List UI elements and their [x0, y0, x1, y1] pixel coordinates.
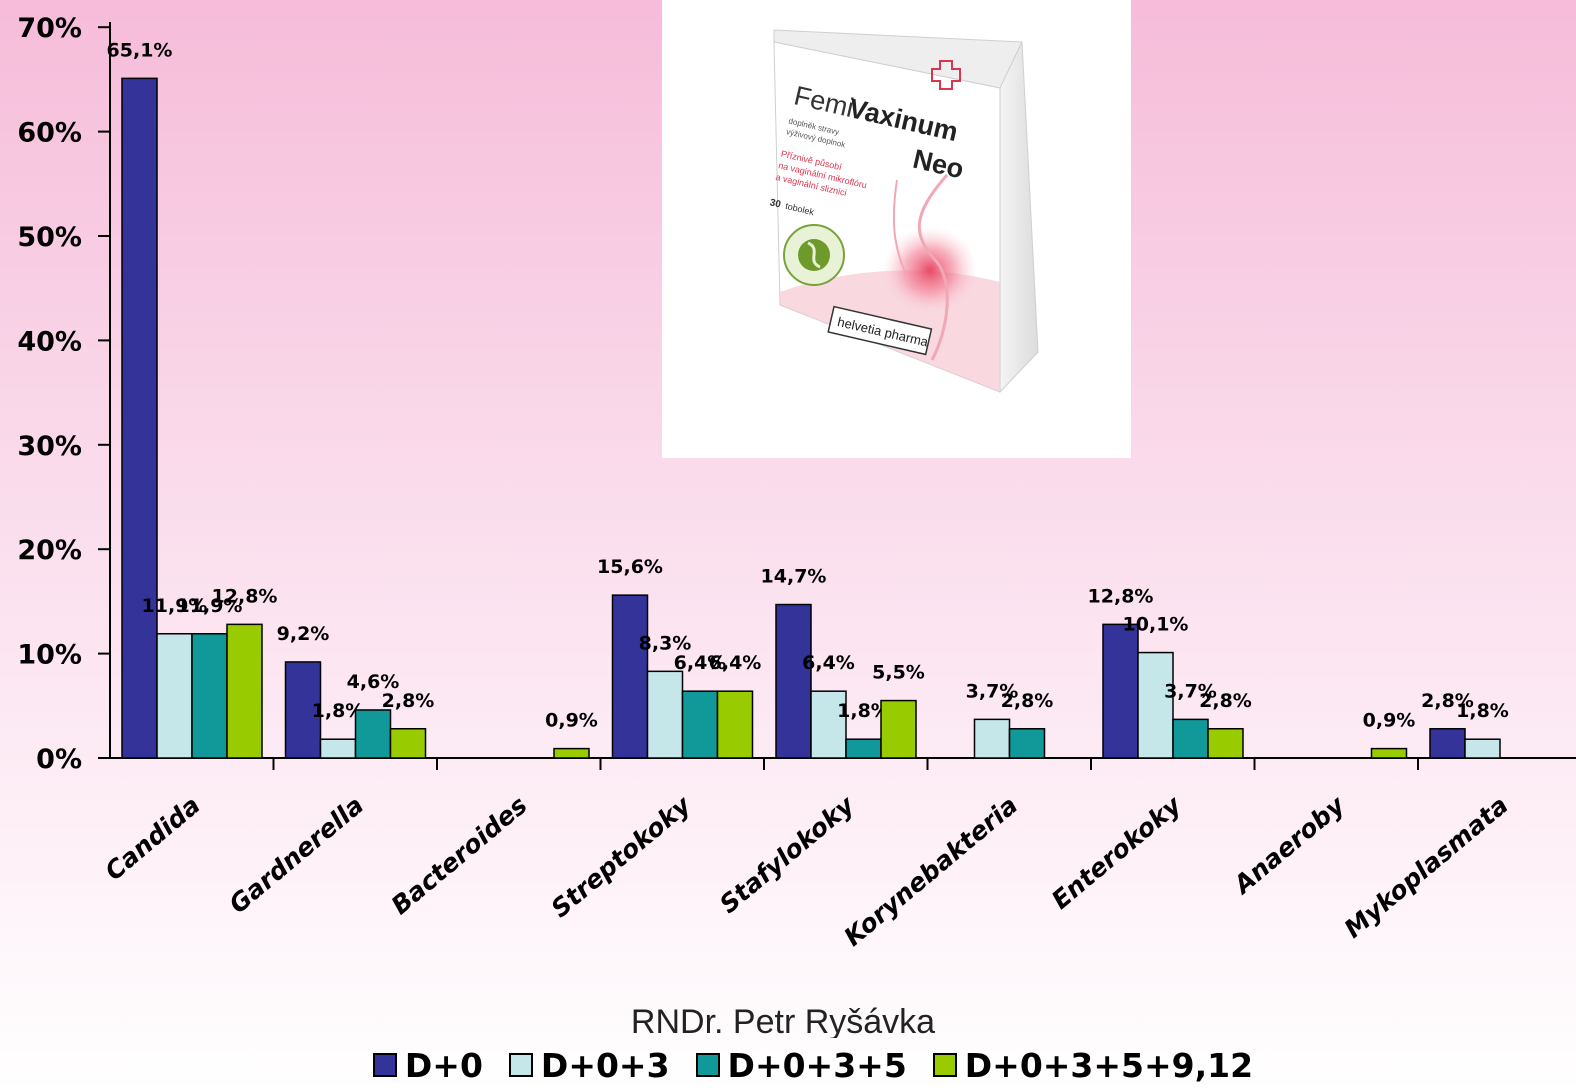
- data-label: 2,8%: [1199, 690, 1252, 712]
- bar: [1172, 718, 1209, 759]
- bar: [845, 738, 882, 759]
- y-tick-label: 30%: [17, 431, 82, 462]
- y-tick-label: 40%: [17, 326, 82, 357]
- bar: [681, 690, 719, 759]
- data-label: 6,4%: [674, 652, 727, 674]
- x-category-label: Stafylokoky: [714, 789, 861, 919]
- product-image: Femi Vaxinum Neo doplněk stravy výživový…: [662, 0, 1131, 458]
- data-label: 3,7%: [966, 680, 1019, 702]
- legend-item-d0: D+0: [372, 1045, 483, 1085]
- chart-legend: D+0 D+0+3 D+0+3+5 D+0+3+5+9,12: [0, 1040, 1576, 1090]
- bar: [1102, 623, 1139, 759]
- legend-label: D+0+3+5: [727, 1045, 907, 1085]
- data-label: 65,1%: [107, 39, 173, 61]
- bar: [191, 633, 228, 759]
- bar: [226, 623, 263, 759]
- data-label: 1,8%: [837, 700, 890, 722]
- legend-label: D+0: [404, 1045, 483, 1085]
- bar: [1464, 738, 1501, 759]
- data-label: 0,9%: [545, 710, 598, 732]
- bar: [1370, 747, 1408, 759]
- x-category-label: Anaeroby: [1227, 789, 1352, 900]
- bar: [810, 690, 847, 759]
- body-outline: [917, 174, 949, 361]
- data-label: 12,8%: [212, 585, 278, 607]
- x-category-label: Bacteroides: [386, 790, 533, 920]
- y-tick-label: 20%: [17, 535, 82, 566]
- bar: [716, 690, 754, 759]
- bar: [1207, 728, 1244, 759]
- y-tick-label: 60%: [17, 118, 82, 149]
- data-label: 11,9%: [177, 595, 243, 617]
- cross-logo-icon: [931, 60, 961, 90]
- bar: [611, 594, 649, 759]
- x-category-label: Gardnerella: [224, 790, 370, 919]
- x-category-label: Mykoplasmata: [1339, 790, 1514, 943]
- bar: [973, 718, 1011, 759]
- bar: [121, 77, 158, 759]
- y-tick-label: 70%: [17, 13, 82, 44]
- data-label: 14,7%: [761, 566, 827, 588]
- bar: [1429, 728, 1466, 759]
- bar: [1137, 651, 1174, 759]
- data-label: 1,8%: [312, 700, 365, 722]
- data-label: 1,8%: [1456, 700, 1509, 722]
- bar: [284, 661, 322, 759]
- y-tick-label: 10%: [17, 640, 82, 671]
- legend-swatch: [932, 1053, 957, 1077]
- legend-swatch: [508, 1053, 533, 1077]
- data-label: 6,4%: [802, 652, 855, 674]
- data-label: 6,4%: [709, 652, 762, 674]
- legend-item-d035: D+0+3+5: [695, 1045, 907, 1085]
- manufacturer-badge: [827, 305, 933, 356]
- x-category-label: Streptokoky: [546, 789, 698, 923]
- body-outline-2: [892, 179, 915, 291]
- y-tick-label: 0%: [36, 744, 82, 775]
- x-category-label: Enterokoky: [1046, 789, 1188, 915]
- bar: [156, 633, 193, 759]
- y-tick-label: 50%: [17, 222, 82, 253]
- legend-label: D+0+3+5+9,12: [964, 1045, 1254, 1085]
- data-label: 10,1%: [1123, 614, 1189, 636]
- data-label: 15,6%: [597, 556, 663, 578]
- data-label: 0,9%: [1363, 710, 1416, 732]
- x-category-label: Candida: [99, 790, 205, 886]
- author-credit: RNDr. Petr Ryšávka: [630, 1003, 936, 1038]
- product-box-illustration: Femi Vaxinum Neo doplněk stravy výživový…: [769, 29, 1039, 394]
- biotech-seal-icon: [783, 224, 845, 286]
- legend-swatch: [695, 1053, 720, 1077]
- data-label: 2,8%: [382, 690, 435, 712]
- box-glow: [882, 226, 978, 314]
- bar: [775, 603, 812, 759]
- legend-item-d03: D+0+3: [508, 1045, 670, 1085]
- capsule-count-number: 30: [769, 197, 783, 210]
- data-label: 8,3%: [639, 632, 692, 654]
- data-label: 3,7%: [1164, 680, 1217, 702]
- data-label: 9,2%: [277, 623, 330, 645]
- legend-item-d035912: D+0+3+5+9,12: [932, 1045, 1254, 1085]
- data-label: 11,9%: [142, 595, 208, 617]
- data-label: 2,8%: [1421, 690, 1474, 712]
- bar: [646, 670, 684, 759]
- bar: [880, 699, 917, 759]
- data-label: 4,6%: [347, 671, 400, 693]
- bar: [1008, 728, 1046, 759]
- data-label: 12,8%: [1088, 585, 1154, 607]
- bar: [319, 738, 357, 759]
- legend-swatch: [372, 1053, 397, 1077]
- legend-label: D+0+3: [540, 1045, 670, 1085]
- data-label: 2,8%: [1001, 690, 1054, 712]
- bar: [389, 728, 427, 759]
- bar: [553, 747, 590, 759]
- data-label: 5,5%: [872, 662, 925, 684]
- box-side-face: [999, 41, 1039, 394]
- x-category-label: Korynebakteria: [839, 790, 1024, 951]
- bar: [354, 709, 392, 759]
